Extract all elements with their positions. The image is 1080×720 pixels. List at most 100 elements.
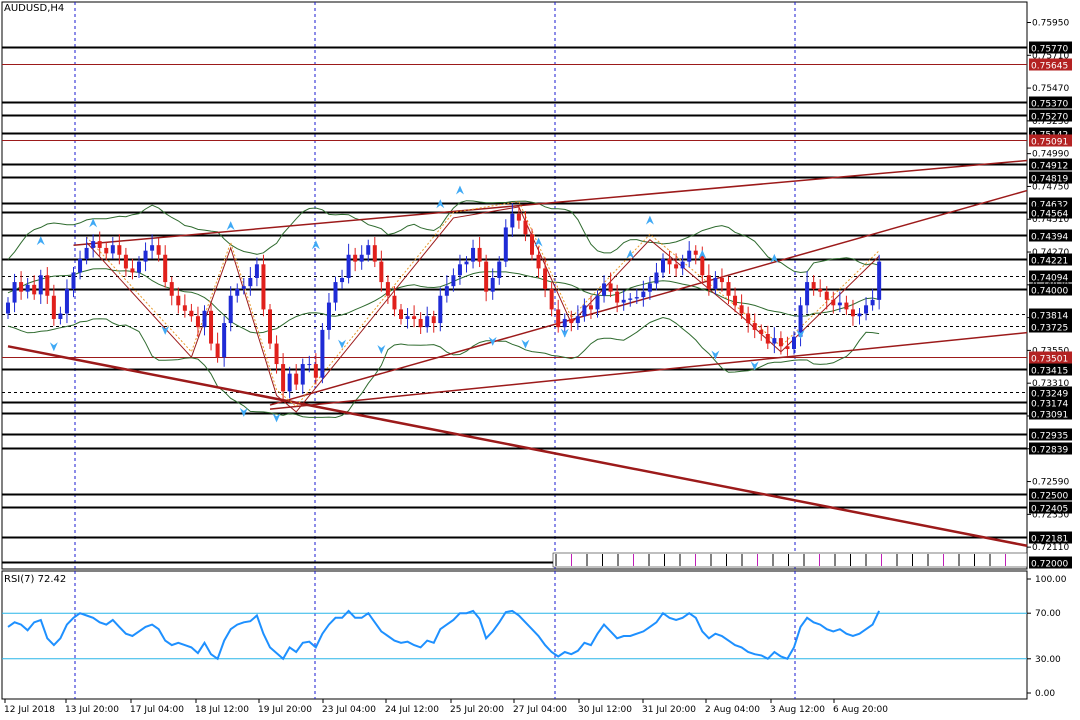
candle-body-28 bbox=[189, 310, 194, 317]
fractal-up-2 bbox=[226, 221, 235, 231]
level-label-6: 0.74912 bbox=[1031, 162, 1068, 172]
candle-body-81 bbox=[536, 254, 541, 269]
candle-body-66 bbox=[438, 295, 443, 324]
price-tick-label-11: 0.73310 bbox=[1032, 379, 1069, 389]
level-label-bg-10 bbox=[1029, 229, 1072, 242]
rsi-pane: 100.00 70.00 30.00 0.00 bbox=[1, 570, 1067, 700]
fractal-up-6 bbox=[534, 237, 543, 247]
candle-body-119 bbox=[785, 346, 790, 350]
price-tick-label-0: 0.75950 bbox=[1032, 18, 1069, 28]
main-pane: 0.75950 0.75710 0.75470 0.75230 0.74990 0.747… bbox=[1, 1, 1072, 570]
fractal-down-5 bbox=[377, 345, 386, 355]
candle-body-56 bbox=[372, 245, 377, 262]
level-label-bg-12 bbox=[1029, 270, 1072, 283]
time-axis-labels: 12 Jul 2018 13 Jul 20:00 17 Jul 04:00 18 Ju… bbox=[4, 699, 888, 715]
price-tick-label-7: 0.74270 bbox=[1032, 248, 1069, 258]
candle-body-121 bbox=[798, 305, 803, 337]
fractal-up-4 bbox=[436, 199, 445, 209]
candle-body-93 bbox=[615, 291, 620, 303]
level-label-bg-17 bbox=[1029, 363, 1072, 376]
candle-body-43 bbox=[287, 373, 292, 392]
rsi-line bbox=[7, 609, 881, 661]
candle-body-98 bbox=[647, 283, 652, 292]
candle-body-25 bbox=[169, 282, 174, 296]
candle-body-68 bbox=[451, 275, 456, 287]
candle-body-30 bbox=[202, 310, 207, 328]
main-pane-frame bbox=[1, 1, 1028, 570]
time-label-5: 23 Jul 04:00 bbox=[322, 705, 376, 715]
candle-body-85 bbox=[562, 318, 567, 328]
time-label-10: 31 Jul 20:00 bbox=[642, 705, 696, 715]
rsi-vertical-grid bbox=[74, 571, 796, 699]
price-tick-label-14: 0.72590 bbox=[1032, 478, 1069, 488]
candle-body-101 bbox=[667, 258, 672, 265]
price-tick-label-3: 0.75230 bbox=[1032, 117, 1069, 127]
candle-body-87 bbox=[575, 316, 580, 324]
rsi-title: RSI(7) 72.42 bbox=[4, 574, 67, 585]
candle-body-22 bbox=[150, 245, 155, 251]
candle-body-42 bbox=[281, 364, 286, 392]
candle-body-15 bbox=[104, 247, 109, 254]
candle-body-36 bbox=[241, 286, 246, 289]
candle-body-11 bbox=[78, 258, 83, 273]
candle-body-6 bbox=[45, 275, 50, 296]
level-label-0: 0.75770 bbox=[1031, 45, 1068, 55]
price-tick-label-4: 0.74990 bbox=[1032, 150, 1069, 160]
fractals bbox=[36, 185, 805, 423]
rsi-tick-label-0: 100.00 bbox=[1035, 575, 1067, 585]
fractal-up-1 bbox=[89, 218, 98, 228]
candle-body-8 bbox=[58, 313, 63, 319]
price-tick-label-16: 0.72110 bbox=[1032, 543, 1069, 553]
candle-body-62 bbox=[412, 316, 417, 319]
level-label-bg-2 bbox=[1029, 96, 1072, 109]
fractal-up-3 bbox=[311, 240, 320, 250]
candle-body-111 bbox=[733, 295, 738, 306]
fractal-up-8 bbox=[645, 215, 654, 225]
level-label-14: 0.73814 bbox=[1031, 312, 1068, 322]
rsi-tick-label-2: 30.00 bbox=[1035, 655, 1061, 665]
rsi-axis-ticks: 100.00 70.00 30.00 0.00 bbox=[1027, 575, 1067, 699]
candle-body-131 bbox=[864, 305, 869, 314]
candle-body-63 bbox=[418, 318, 423, 328]
level-label-bg-6 bbox=[1029, 158, 1072, 171]
candle-body-77 bbox=[510, 213, 515, 228]
level-label-22: 0.72839 bbox=[1031, 446, 1068, 456]
candle-body-125 bbox=[824, 291, 829, 300]
level-label-12: 0.74094 bbox=[1031, 274, 1068, 284]
candle-body-34 bbox=[228, 295, 233, 324]
candle-body-19 bbox=[130, 268, 135, 273]
level-label-bg-24 bbox=[1029, 501, 1072, 514]
fractal-down-10 bbox=[750, 361, 759, 371]
time-markers-strip bbox=[552, 552, 1028, 568]
level-label-bg-9 bbox=[1029, 206, 1072, 219]
candle-body-26 bbox=[176, 295, 181, 306]
candle-body-91 bbox=[602, 283, 607, 296]
candle-body-41 bbox=[274, 343, 279, 365]
candle-body-29 bbox=[195, 316, 200, 328]
time-label-6: 24 Jul 12:00 bbox=[385, 705, 439, 715]
level-label-bg-21 bbox=[1029, 428, 1072, 441]
time-label-0: 12 Jul 2018 bbox=[4, 705, 55, 715]
symbol-title: AUDUSD,H4 bbox=[4, 3, 65, 14]
fractal-up-10 bbox=[770, 253, 779, 263]
zigzag-secondary bbox=[86, 200, 880, 408]
fractal-down-8 bbox=[560, 328, 569, 338]
candle-body-5 bbox=[38, 275, 43, 295]
candle-body-52 bbox=[346, 254, 351, 278]
candle-body-123 bbox=[811, 282, 816, 289]
candle-body-1 bbox=[12, 282, 17, 303]
candle-body-4 bbox=[32, 284, 37, 295]
candle-body-127 bbox=[837, 302, 842, 306]
candle-body-132 bbox=[870, 299, 875, 306]
vertical-grid bbox=[74, 2, 796, 569]
fractal-up-9 bbox=[698, 249, 707, 259]
candle-body-126 bbox=[831, 299, 836, 306]
level-label-bg-14 bbox=[1029, 308, 1072, 321]
candle-body-80 bbox=[530, 234, 534, 255]
candle-body-109 bbox=[719, 277, 724, 283]
trend-line-2 bbox=[269, 189, 1028, 406]
candle-body-69 bbox=[457, 264, 462, 276]
time-label-4: 19 Jul 20:00 bbox=[258, 705, 312, 715]
price-tick-label-6: 0.74510 bbox=[1032, 215, 1069, 225]
